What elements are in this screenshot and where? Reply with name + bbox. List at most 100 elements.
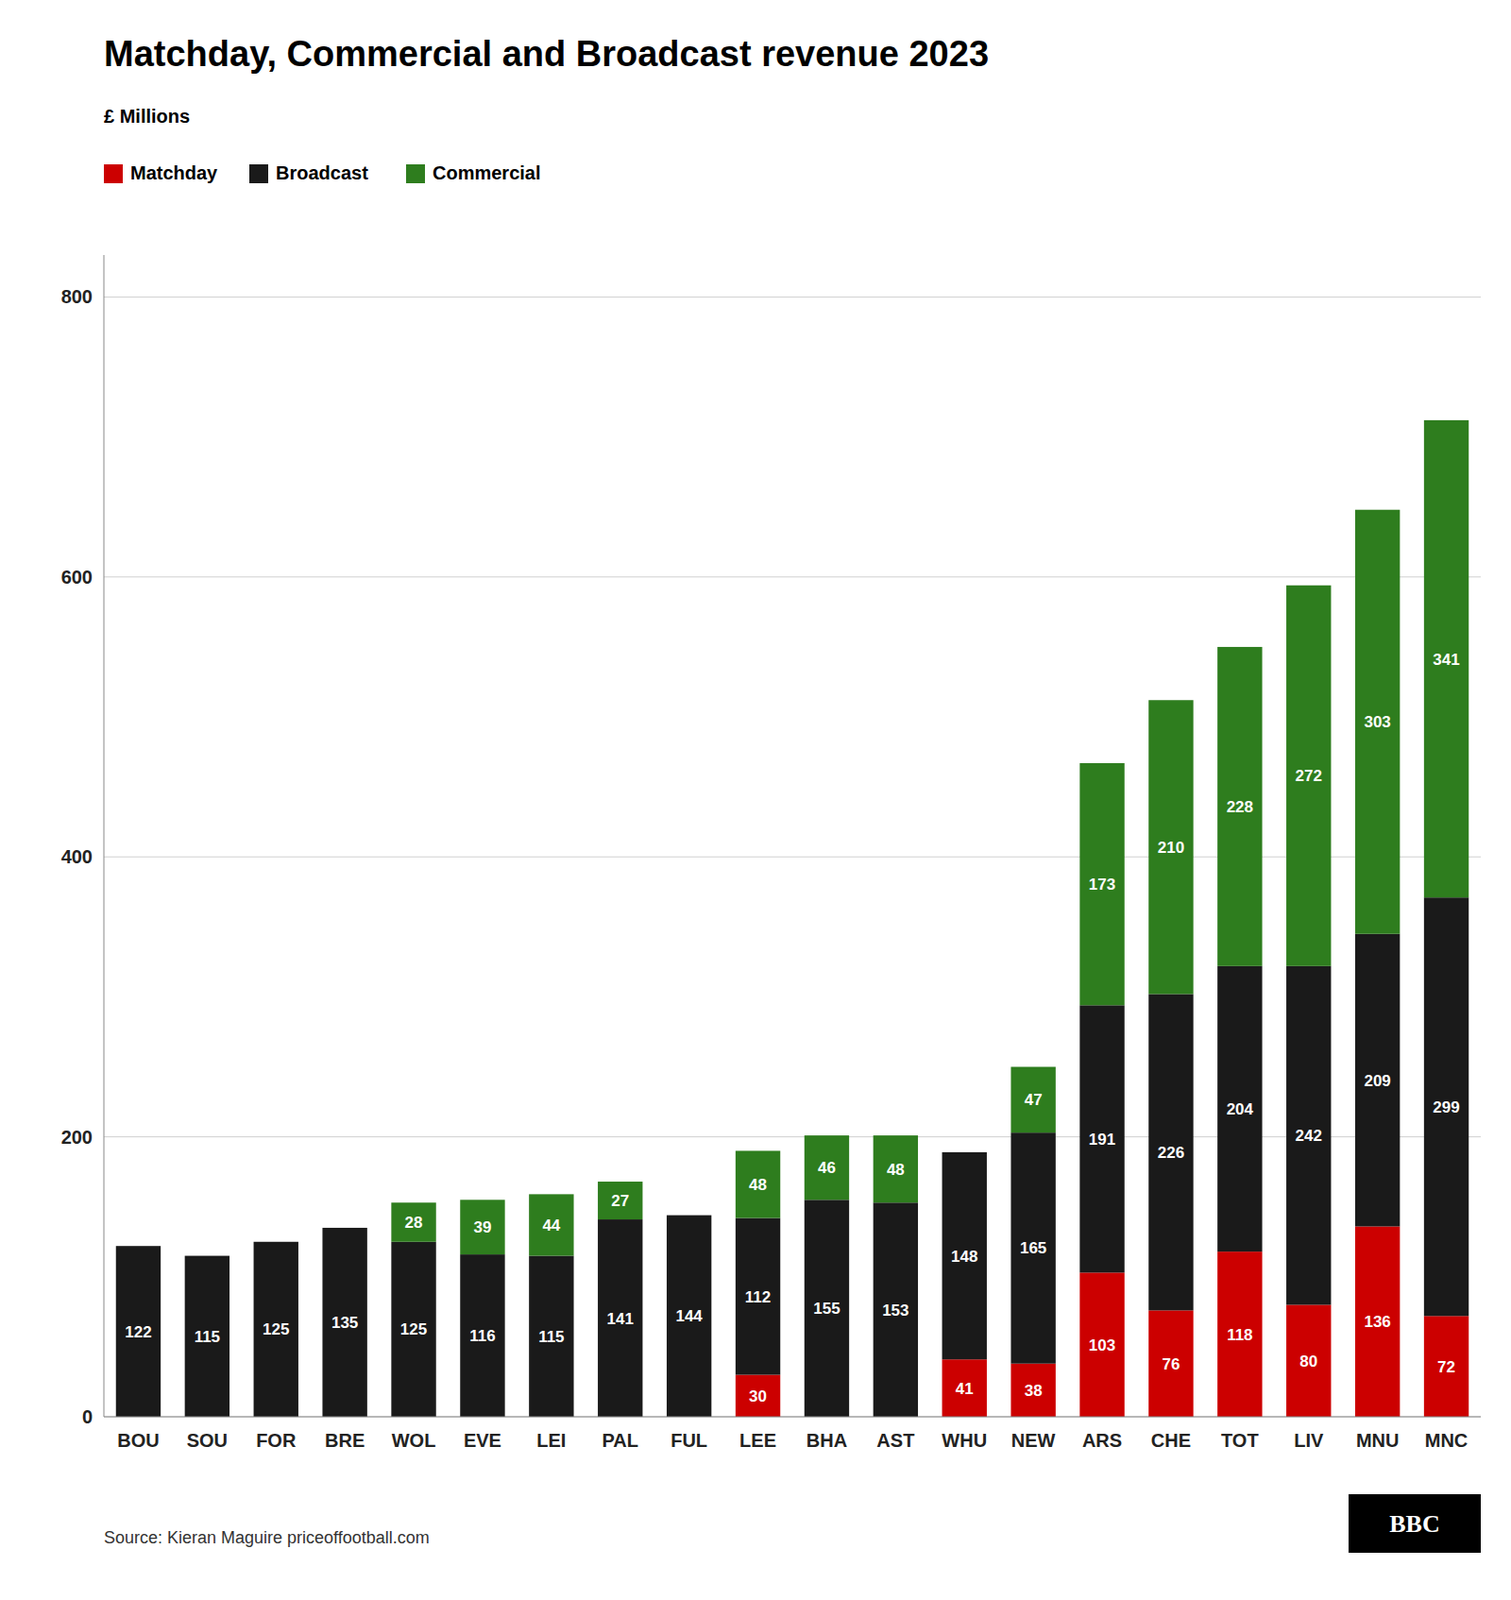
- legend-swatch: [249, 164, 269, 184]
- bar-segment: [322, 1227, 367, 1417]
- x-tick-label: PAL: [601, 1429, 639, 1451]
- data-label: 118: [1226, 1325, 1253, 1344]
- data-label: 144: [675, 1307, 703, 1325]
- data-label: 72: [1437, 1358, 1456, 1376]
- bar-segment: [390, 1241, 436, 1417]
- x-tick-label: ARS: [1082, 1429, 1122, 1451]
- bar-segment: [666, 1215, 712, 1417]
- x-axis: BOUSOUFORBREWOLEVELEIPALFULLEEBHAASTWHUN…: [103, 1416, 1481, 1451]
- data-label: 115: [538, 1327, 564, 1346]
- page: {"chart_data": { "type": "bar", "stacked…: [0, 0, 1511, 1600]
- legend-label: Matchday: [130, 162, 219, 184]
- data-label: 299: [1432, 1098, 1460, 1117]
- bar-segment: [116, 1245, 161, 1417]
- bar-segment: [1217, 966, 1262, 1252]
- data-label: 341: [1432, 650, 1460, 669]
- bar-segment: [1286, 966, 1331, 1306]
- bar-segment: [254, 1240, 299, 1242]
- bar-segment: [1355, 1225, 1400, 1417]
- legend-label: Commercial: [432, 162, 542, 184]
- bar-segment: [1286, 1304, 1331, 1417]
- bar-segment: [1079, 763, 1124, 1005]
- data-label: 116: [469, 1326, 495, 1345]
- x-tick-label: NEW: [1011, 1429, 1056, 1451]
- bars: [116, 420, 1469, 1417]
- data-label: 122: [124, 1323, 152, 1342]
- data-label: 48: [886, 1160, 905, 1179]
- data-label: 303: [1363, 713, 1391, 731]
- bar-segment: [322, 1226, 367, 1228]
- legend-label: Broadcast: [275, 162, 369, 184]
- bar-segment: [185, 1255, 230, 1257]
- x-tick-label: WOL: [391, 1429, 437, 1451]
- x-tick-label: BRE: [324, 1429, 365, 1451]
- bar-segment: [185, 1256, 230, 1417]
- bar-segment: [597, 1219, 643, 1417]
- bar-segment: [1148, 1309, 1193, 1417]
- data-label: 76: [1161, 1355, 1180, 1374]
- data-label: 136: [1363, 1312, 1391, 1331]
- bar-segment: [459, 1254, 505, 1417]
- data-label: 148: [950, 1247, 978, 1266]
- bar-segment: [1079, 1272, 1124, 1417]
- data-label: 191: [1088, 1130, 1116, 1149]
- data-label: 272: [1295, 766, 1323, 785]
- data-label: 103: [1088, 1336, 1116, 1355]
- data-label: 28: [405, 1213, 424, 1232]
- y-tick-label: 400: [61, 846, 93, 867]
- data-label: 226: [1157, 1143, 1185, 1162]
- logo-box: [1348, 1494, 1481, 1553]
- x-tick-label: BOU: [117, 1429, 159, 1451]
- y-tick-label: 600: [61, 566, 93, 588]
- x-tick-label: MNC: [1425, 1429, 1469, 1451]
- bar-segment: [1217, 1251, 1262, 1417]
- bar-segment: [1010, 1363, 1055, 1417]
- data-label: 47: [1024, 1090, 1043, 1109]
- data-label: 125: [400, 1320, 427, 1339]
- title: Matchday, Commercial and Broadcast reven…: [103, 33, 989, 74]
- bar-segment: [735, 1150, 781, 1218]
- data-label: 46: [817, 1158, 836, 1177]
- bar-segment: [1424, 897, 1469, 1316]
- data-label: 41: [955, 1379, 974, 1398]
- legend-entry: Broadcast: [249, 162, 369, 184]
- bar-segment: [1010, 1067, 1055, 1134]
- x-tick-label: AST: [876, 1429, 915, 1451]
- bar-segment: [666, 1214, 712, 1216]
- data-labels: 3041381037611880136721221151251351251161…: [124, 650, 1460, 1406]
- bar-segment: [804, 1135, 849, 1200]
- x-tick-label: MNU: [1356, 1429, 1400, 1451]
- legend-swatch: [406, 164, 425, 184]
- bar-segment: [1424, 420, 1469, 898]
- grid-line: [103, 576, 1481, 578]
- y-tick-label: 200: [61, 1126, 93, 1148]
- bar-segment: [735, 1375, 781, 1417]
- data-label: 39: [473, 1218, 492, 1237]
- legend-swatch: [103, 164, 123, 184]
- bar-segment: [735, 1218, 781, 1376]
- x-tick-label: LEI: [536, 1429, 566, 1451]
- legend: Matchday Broadcast Commercial: [103, 162, 542, 184]
- data-label: 173: [1088, 875, 1116, 894]
- data-label: 242: [1295, 1126, 1323, 1145]
- x-tick-label: SOU: [186, 1429, 228, 1451]
- bar-segment: [528, 1193, 574, 1256]
- data-label: 30: [748, 1387, 767, 1406]
- bar-segment: [116, 1245, 161, 1247]
- data-label: 204: [1226, 1100, 1255, 1119]
- bar-segment: [1010, 1132, 1055, 1364]
- grid-line: [103, 1136, 1481, 1138]
- data-label: 155: [813, 1299, 840, 1318]
- data-label: 228: [1226, 797, 1254, 816]
- data-label: 153: [882, 1301, 909, 1320]
- data-label: 112: [745, 1288, 771, 1307]
- data-label: 48: [748, 1175, 767, 1194]
- legend-entry: Commercial: [406, 162, 542, 184]
- data-label: 135: [331, 1313, 358, 1332]
- x-tick-label: CHE: [1151, 1429, 1191, 1451]
- bar-segment: [942, 1151, 987, 1153]
- data-label: 165: [1019, 1239, 1047, 1257]
- bar-segment: [597, 1181, 643, 1220]
- y-tick-label: 0: [82, 1406, 93, 1427]
- y-tick-label: 800: [61, 286, 93, 307]
